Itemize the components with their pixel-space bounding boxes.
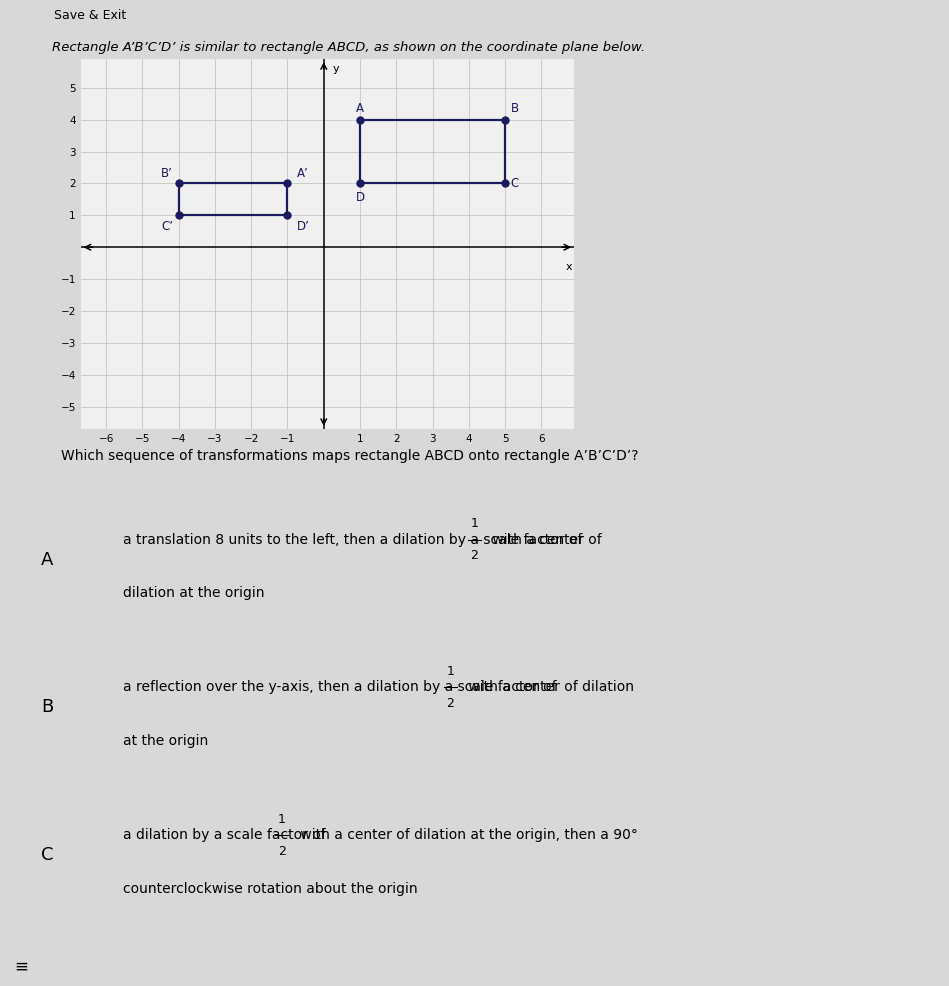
Point [280, 207, 295, 223]
Text: D’: D’ [296, 220, 309, 233]
Text: 1: 1 [278, 812, 286, 826]
Text: 1: 1 [471, 517, 478, 530]
Text: Which sequence of transformations maps rectangle ABCD onto rectangle A’B’C’D’?: Which sequence of transformations maps r… [61, 449, 639, 463]
Text: 2: 2 [278, 845, 286, 858]
Text: a reflection over the y-axis, then a dilation by a scale factor of: a reflection over the y-axis, then a dil… [123, 680, 562, 694]
Text: 2: 2 [446, 697, 455, 710]
Text: with a center of: with a center of [489, 532, 603, 546]
Text: A: A [41, 550, 54, 569]
Text: y: y [333, 64, 340, 74]
Point [352, 111, 367, 127]
Text: C’: C’ [161, 220, 173, 233]
Text: at the origin: at the origin [123, 734, 209, 747]
Text: Save & Exit: Save & Exit [53, 9, 126, 23]
Text: B: B [511, 102, 519, 115]
Text: A: A [356, 102, 364, 115]
Point [280, 176, 295, 191]
Text: 1: 1 [446, 665, 455, 678]
Text: D: D [356, 191, 364, 204]
Text: Rectangle A’B’C’D’ is similar to rectangle ABCD, as shown on the coordinate plan: Rectangle A’B’C’D’ is similar to rectang… [52, 40, 645, 54]
Text: B’: B’ [161, 168, 173, 180]
Point [171, 176, 186, 191]
Point [171, 207, 186, 223]
Text: C: C [511, 176, 519, 190]
Text: dilation at the origin: dilation at the origin [123, 586, 265, 599]
Text: C: C [41, 846, 54, 865]
Point [352, 176, 367, 191]
Text: B: B [42, 698, 53, 717]
Text: with a center of dilation: with a center of dilation [464, 680, 634, 694]
Text: a dilation by a scale factor of: a dilation by a scale factor of [123, 828, 330, 842]
Text: a translation 8 units to the left, then a dilation by a scale factor of: a translation 8 units to the left, then … [123, 532, 587, 546]
Point [497, 111, 512, 127]
Text: 2: 2 [471, 549, 478, 562]
Point [497, 176, 512, 191]
Text: ≡: ≡ [14, 957, 28, 975]
Text: counterclockwise rotation about the origin: counterclockwise rotation about the orig… [123, 881, 418, 895]
Text: x: x [566, 261, 572, 271]
Text: A’: A’ [296, 168, 308, 180]
Text: with a center of dilation at the origin, then a 90°: with a center of dilation at the origin,… [296, 828, 638, 842]
